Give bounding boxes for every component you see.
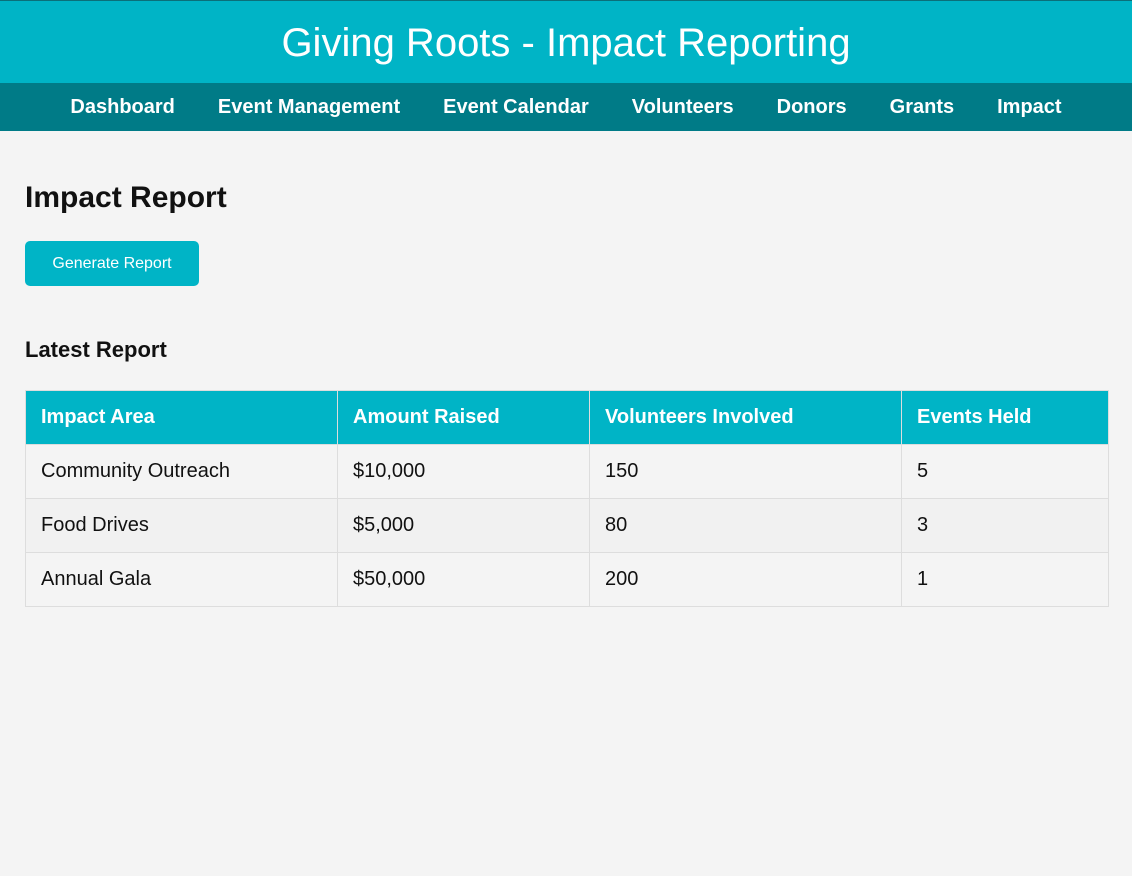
impact-area-cell: Community Outreach [25, 444, 338, 499]
app-title: Giving Roots - Impact Reporting [281, 20, 851, 65]
table-row: Food Drives $5,000 80 3 [25, 498, 1109, 553]
nav-donors[interactable]: Donors [776, 96, 847, 118]
page-title: Impact Report [25, 181, 227, 214]
events-held-cell: 1 [901, 552, 1109, 607]
nav-event-calendar[interactable]: Event Calendar [443, 96, 589, 118]
volunteers-involved-cell: 80 [589, 498, 902, 553]
main-content: Impact Report Generate Report Latest Rep… [0, 131, 1132, 607]
impact-area-cell: Food Drives [25, 498, 338, 553]
nav-impact[interactable]: Impact [997, 96, 1062, 118]
events-held-cell: 3 [901, 498, 1109, 553]
nav-event-management[interactable]: Event Management [217, 96, 401, 118]
impact-report-table: Impact Area Amount Raised Volunteers Inv… [25, 390, 1109, 607]
impact-area-cell: Annual Gala [25, 552, 338, 607]
volunteers-involved-cell: 150 [589, 444, 902, 499]
amount-raised-cell: $5,000 [337, 498, 590, 553]
table-header-row: Impact Area Amount Raised Volunteers Inv… [25, 390, 1109, 445]
column-header-volunteers-involved: Volunteers Involved [589, 390, 902, 445]
column-header-amount-raised: Amount Raised [337, 390, 590, 445]
column-header-impact-area: Impact Area [25, 390, 338, 445]
events-held-cell: 5 [901, 444, 1109, 499]
column-header-events-held: Events Held [901, 390, 1109, 445]
volunteers-involved-cell: 200 [589, 552, 902, 607]
table-row: Annual Gala $50,000 200 1 [25, 552, 1109, 607]
generate-report-button[interactable]: Generate Report [25, 241, 199, 286]
amount-raised-cell: $10,000 [337, 444, 590, 499]
nav-dashboard[interactable]: Dashboard [70, 96, 175, 118]
main-navigation: Dashboard Event Management Event Calenda… [0, 83, 1132, 131]
nav-grants[interactable]: Grants [889, 96, 955, 118]
table-row: Community Outreach $10,000 150 5 [25, 444, 1109, 499]
amount-raised-cell: $50,000 [337, 552, 590, 607]
latest-report-title: Latest Report [25, 337, 167, 362]
app-header: Giving Roots - Impact Reporting [0, 0, 1132, 83]
nav-volunteers[interactable]: Volunteers [631, 96, 734, 118]
